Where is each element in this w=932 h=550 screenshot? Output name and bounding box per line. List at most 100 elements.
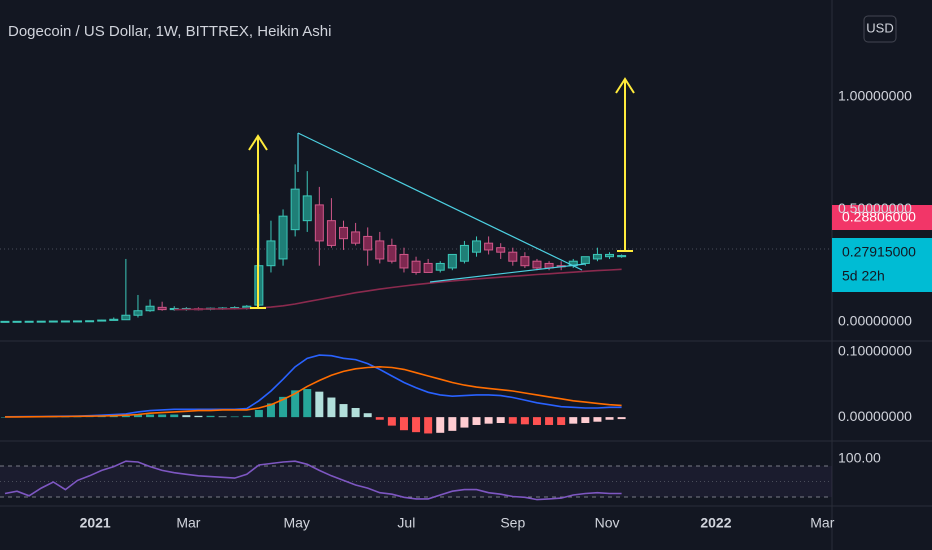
candle-body [592,253,602,260]
x-tick-label: 2022 [700,515,731,531]
candle-body [302,195,312,222]
y-tick-label: 100.00 [838,450,881,466]
candle-body [109,318,119,321]
histogram-bar [146,414,155,418]
histogram-bar [532,417,541,425]
candle-body [399,253,409,269]
candle-body [0,320,10,323]
y-tick-label: 0.10000000 [838,343,912,359]
candle-body [387,244,397,262]
currency-label[interactable]: USD [866,20,893,35]
histogram-bar [387,417,396,426]
candle-body [24,320,34,323]
histogram-bar [399,417,408,431]
candle-body [605,253,615,258]
histogram-bar [412,417,421,433]
countdown: 5d 22h [842,268,885,284]
candle-body [339,226,349,240]
histogram-bar [508,417,517,424]
candle-body [157,306,167,311]
candle-body [411,260,421,273]
y-tick-label: 1.00000000 [838,88,912,104]
candle-body [85,320,95,323]
histogram-bar [339,404,348,418]
candle-body [459,244,469,262]
histogram-bar [484,417,493,424]
histogram-bar [545,417,554,425]
x-tick-label: May [283,515,309,531]
triangle-drawing [297,132,586,283]
histogram-bar [291,390,300,418]
candle-body [133,310,143,316]
line [5,365,622,418]
candle-body [435,262,445,271]
candle-body [314,204,324,242]
histogram-bar [279,396,288,418]
histogram-bar [194,415,203,418]
candle-body [73,320,83,323]
candle-body [12,320,22,323]
line [4,354,622,418]
candle-body [508,251,518,262]
candle-body [472,240,482,253]
histogram-bar [206,415,215,418]
histogram-bar [557,417,566,425]
histogram-bar [121,415,130,418]
candle-body [266,240,276,267]
candle-body [326,220,336,246]
candle-body [532,260,542,269]
histogram-bar [472,417,481,425]
candle-body [617,255,627,258]
histogram-bar [242,415,251,418]
candle-body [121,314,131,321]
candle-body [351,231,361,244]
histogram-bar [170,414,179,418]
histogram-bar [448,417,457,431]
currency-button[interactable] [863,15,897,43]
x-tick-label: Jul [397,515,415,531]
x-tick-label: 2021 [80,515,111,531]
histogram-bar [303,389,312,418]
histogram-bar [109,415,118,418]
histogram-bar [182,415,191,418]
candle-body [496,247,506,253]
histogram-bar [460,417,469,428]
marks [0,164,627,501]
candle-body [580,256,590,264]
candle-body [278,215,288,260]
arrow-drawing [248,77,635,309]
candle-body [48,320,58,323]
x-tick-label: Nov [595,515,620,531]
histogram-bar [230,416,239,418]
candle-body [145,305,155,312]
line [4,460,622,501]
histogram-bar [424,417,433,434]
histogram-bar [254,409,263,418]
line [174,268,622,311]
histogram-bar [581,417,590,424]
x-tick-label: Sep [500,515,525,531]
y-tick-label: 0.50000000 [838,200,912,216]
histogram-bar [363,413,372,418]
histogram-bar [569,417,578,424]
histogram-bar [0,417,9,418]
candle-body [423,262,433,273]
candle-body [363,235,373,251]
y-tick-label: 0.00000000 [838,408,912,424]
histogram-bar [520,417,529,425]
histogram-bar [375,417,384,420]
x-tick-label: Mar [810,515,834,531]
price-tag-label: 0.27915000 [842,244,916,260]
candle-body [375,240,385,260]
histogram-bar [315,391,324,418]
candle-body [520,256,530,267]
histogram-bar [351,407,360,418]
histogram-bar [593,417,602,422]
price-tag [832,205,932,230]
histogram-bar [496,417,505,424]
candle-body [447,253,457,269]
histogram-bar [605,417,614,420]
histogram-bar [266,403,275,418]
